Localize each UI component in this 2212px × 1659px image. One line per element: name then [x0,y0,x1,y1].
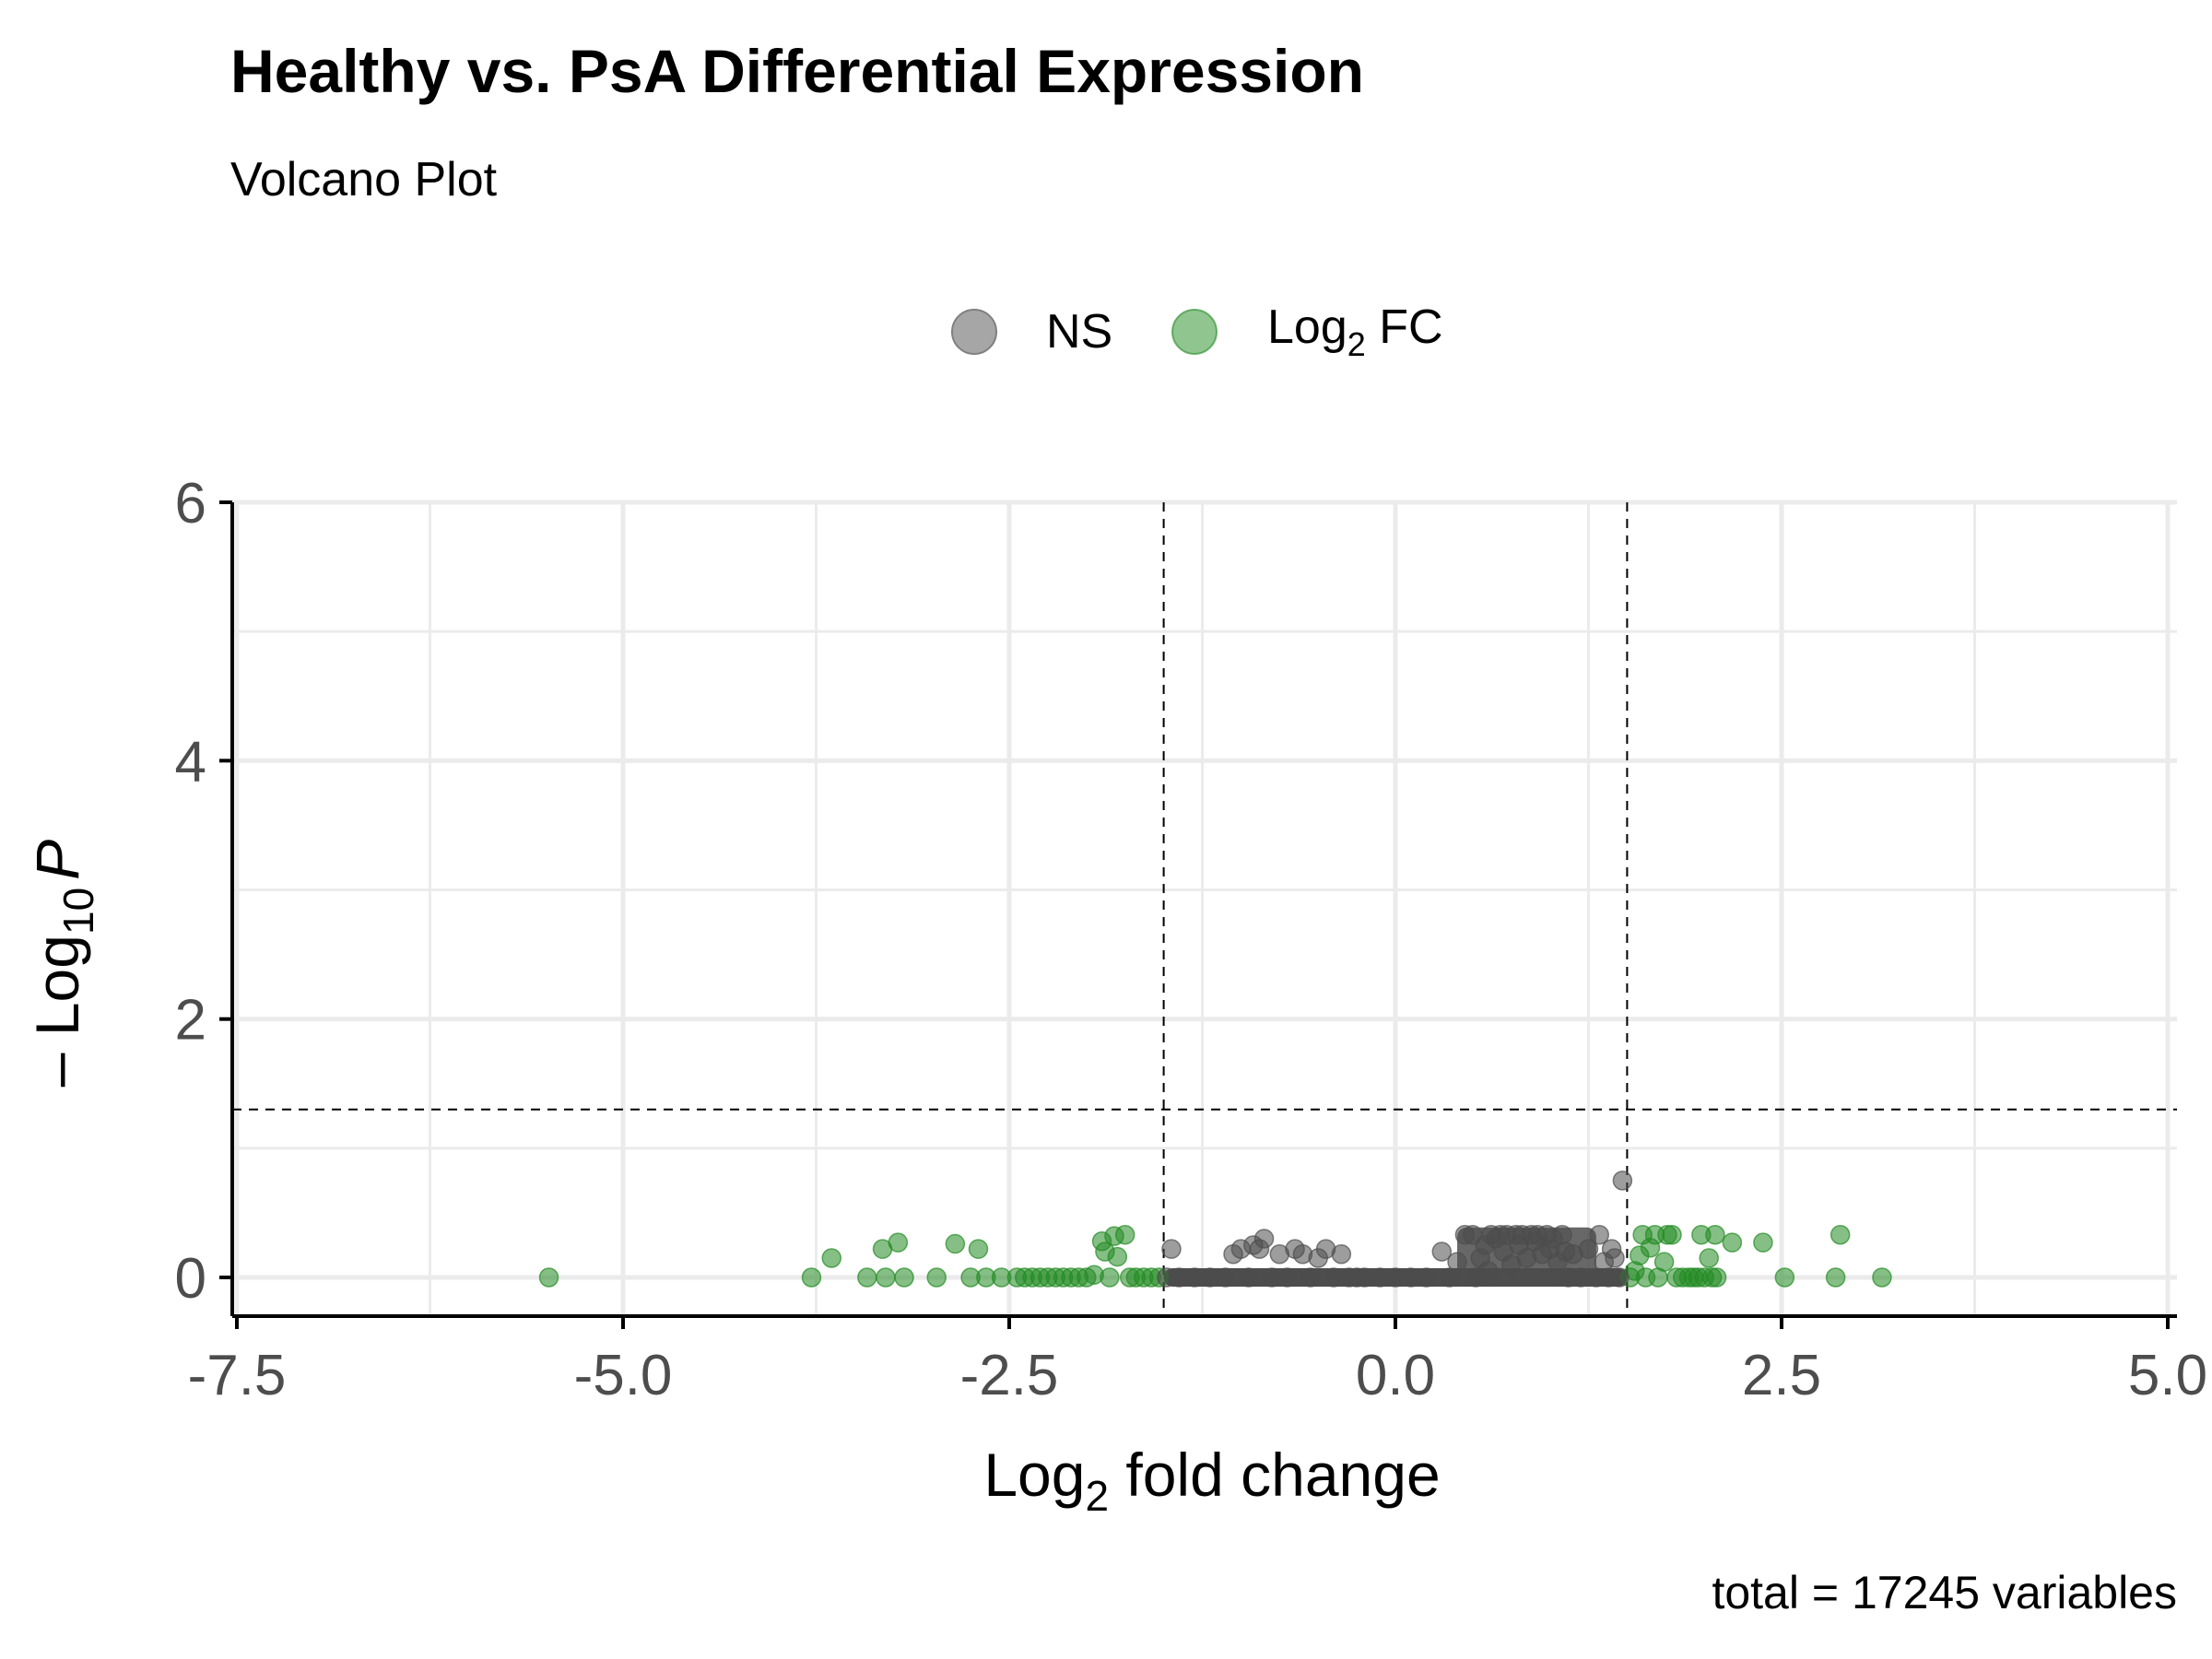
fc-point [968,1239,989,1259]
ns-point [1239,1267,1259,1288]
legend-swatch-fc [1171,309,1218,355]
ns-point [1447,1252,1467,1272]
ns-point [1609,1267,1630,1288]
ns-point [1605,1248,1625,1268]
fc-point [894,1267,914,1288]
fc-point [801,1267,822,1288]
fc-point [1706,1267,1727,1288]
fc-point [1825,1267,1846,1288]
chart-subtitle: Volcano Plot [230,153,498,206]
fc-point [1662,1224,1682,1245]
fc-point [1872,1267,1892,1288]
fc-point [1722,1232,1743,1253]
ns-point [1589,1224,1609,1245]
x-tick-label: 0.0 [1356,1344,1435,1407]
ns-point [1578,1239,1599,1259]
fc-point [1653,1252,1675,1272]
ns-point [1612,1171,1633,1191]
y-tick-label: 0 [175,1247,206,1311]
data-points [538,1171,1892,1288]
x-tick-label: -2.5 [960,1344,1059,1407]
ns-point [1253,1229,1275,1249]
axes [230,502,2177,1318]
chart-caption: total = 17245 variables [1712,1567,2177,1618]
y-tick-label: 6 [175,472,206,535]
fc-point [538,1267,559,1288]
x-tick-label: -7.5 [188,1344,287,1407]
ns-point [1477,1261,1499,1281]
cutoff-lines [232,502,2177,1316]
ns-point [1439,1267,1460,1288]
legend: NS Log2 FC [951,300,1443,363]
ns-point [1431,1241,1453,1262]
ns-point [1416,1267,1437,1288]
fc-point [1100,1267,1120,1288]
legend-label-fc: Log2 FC [1267,300,1443,363]
fc-point [945,1233,966,1254]
legend-label-ns: NS [1046,305,1112,359]
ns-point [1277,1267,1298,1288]
fc-point [876,1267,896,1288]
fc-point [926,1267,947,1288]
fc-point [888,1232,909,1253]
ns-point [1331,1244,1352,1265]
y-tick-label: 4 [175,730,206,794]
fc-point [1107,1246,1128,1267]
y-tick-label: 2 [175,989,206,1053]
ns-point [1161,1239,1182,1259]
fc-point [821,1248,842,1268]
y-axis-title: – Log10P [23,840,102,1087]
chart-title: Healthy vs. PsA Differential Expression [230,37,1364,105]
grid [232,500,2177,1316]
x-tick-label: -5.0 [574,1344,673,1407]
x-tick-label: 5.0 [2128,1344,2207,1407]
ns-point [1552,1224,1572,1245]
legend-swatch-ns [951,309,997,355]
fc-point [1114,1224,1135,1245]
x-axis-title: Log2 fold change [983,1441,1440,1520]
y-axis-ticks: 0 2 4 6 [175,472,232,1311]
fc-point [1699,1248,1719,1268]
fc-point [1830,1224,1851,1245]
fc-point [1753,1232,1773,1253]
fc-point [1705,1224,1725,1245]
x-tick-label: 2.5 [1742,1344,1821,1407]
ns-point [1300,1267,1321,1288]
x-axis-ticks: -7.5 -5.0 -2.5 0.0 2.5 5.0 [188,1316,2207,1407]
ns-point [1215,1267,1236,1288]
fc-point [1774,1267,1795,1288]
fc-point [857,1267,877,1288]
